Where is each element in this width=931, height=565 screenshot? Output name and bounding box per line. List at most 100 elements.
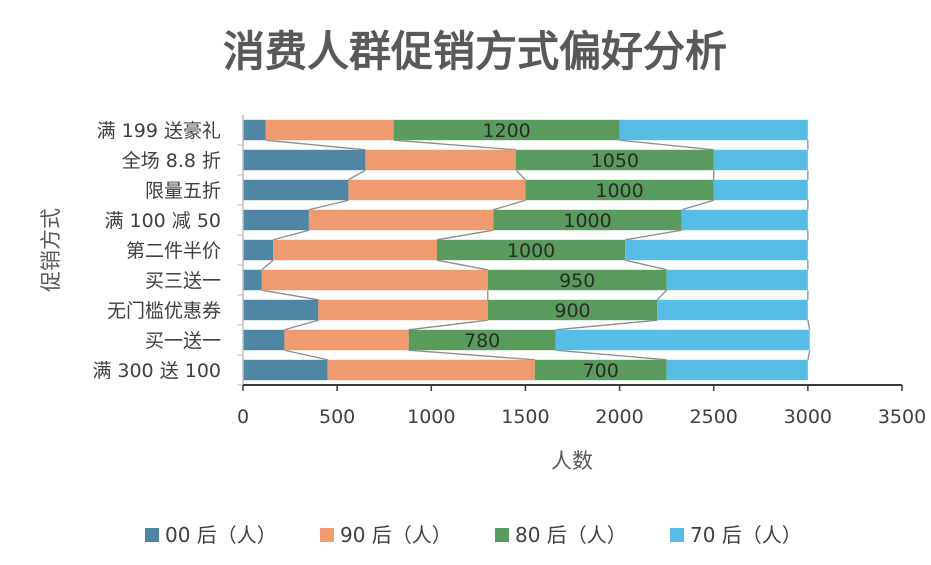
series-line-s2-c7 xyxy=(619,139,714,151)
legend-label-2: 80 后（人） xyxy=(515,523,627,547)
data-label-3: 950 xyxy=(559,270,595,292)
bar-segment-s1-c8 xyxy=(265,119,394,141)
series-line-s1-c0 xyxy=(408,349,535,361)
series-line-s0-c0 xyxy=(284,349,328,361)
bar-segment-s0-c3 xyxy=(243,269,262,291)
bar-segment-s2-c7 xyxy=(516,149,714,171)
bar-segment-s1-c3 xyxy=(261,269,488,291)
y-tick-label-2: 无门槛优惠券 xyxy=(107,300,221,322)
x-axis-title: 人数 xyxy=(551,449,593,473)
series-line-s1-c6 xyxy=(515,169,526,181)
data-label-6: 1000 xyxy=(595,180,643,202)
data-label-5: 1000 xyxy=(563,210,611,232)
x-tick-label-2: 1000 xyxy=(407,406,455,428)
legend-label-1: 90 后（人） xyxy=(340,523,452,547)
bar-segment-s2-c5 xyxy=(493,209,682,231)
legend-label-3: 70 后（人） xyxy=(690,523,802,547)
bar-segment-s0-c5 xyxy=(243,209,309,231)
series-line-s0-c5 xyxy=(308,199,349,211)
bar-segment-s1-c4 xyxy=(273,239,437,261)
bar-segment-s2-c4 xyxy=(436,239,626,261)
data-label-0: 700 xyxy=(583,360,619,382)
y-tick-label-4: 第二件半价 xyxy=(126,240,221,262)
series-line-s3-c0 xyxy=(807,350,811,360)
x-tick-label-6: 3000 xyxy=(784,406,832,428)
y-tick-label-8: 满 199 送豪礼 xyxy=(97,120,221,142)
series-lines xyxy=(261,139,811,361)
y-tick-label-0: 满 300 送 100 xyxy=(92,360,221,382)
series-line-s2-c1 xyxy=(555,319,658,331)
series-line-s2-c0 xyxy=(555,349,667,361)
bar-segment-s3-c4 xyxy=(625,239,808,261)
bar-segment-s1-c7 xyxy=(365,149,517,171)
data-label-8: 1200 xyxy=(482,120,530,142)
bar-segment-s0-c8 xyxy=(243,119,266,141)
y-axis-title: 促销方式 xyxy=(39,208,63,292)
bar-segment-s0-c1 xyxy=(243,329,285,351)
series-line-s1-c5 xyxy=(493,199,526,211)
bar-segment-s1-c0 xyxy=(327,359,535,381)
series-line-s2-c4 xyxy=(625,229,682,241)
legend-label-0: 00 后（人） xyxy=(165,523,277,547)
series-line-s2-c3 xyxy=(625,259,667,271)
chart-title: 消费人群促销方式偏好分析 xyxy=(223,27,727,76)
bar-segment-s3-c2 xyxy=(657,299,808,321)
legend-swatch-2 xyxy=(495,528,509,542)
bar-segment-s1-c1 xyxy=(284,329,409,351)
bar-segment-s0-c2 xyxy=(243,299,319,321)
series-line-s0-c3 xyxy=(261,259,274,271)
series-line-s1-c3 xyxy=(436,259,488,271)
bar-segment-s0-c6 xyxy=(243,179,349,201)
bar-segment-s0-c7 xyxy=(243,149,366,171)
series-line-s0-c2 xyxy=(261,289,319,301)
y-tick-label-5: 满 100 减 50 xyxy=(104,210,221,232)
bar-segment-s0-c4 xyxy=(243,239,274,261)
bar-segment-s2-c8 xyxy=(393,119,620,141)
series-line-s1-c1 xyxy=(408,319,488,331)
y-tick-label-1: 买一送一 xyxy=(145,330,221,352)
bar-segment-s3-c8 xyxy=(619,119,808,141)
series-line-s0-c1 xyxy=(284,319,319,331)
series-line-s2-c5 xyxy=(681,199,714,211)
x-tick-label-7: 3500 xyxy=(878,406,926,428)
legend: 00 后（人） 90 后（人） 80 后（人） 70 后（人） xyxy=(145,523,802,547)
bar-segment-s1-c6 xyxy=(348,179,526,201)
y-tick-label-6: 限量五折 xyxy=(145,180,221,202)
series-line-s2-c2 xyxy=(656,289,668,301)
bar-segment-s2-c0 xyxy=(534,359,667,381)
data-label-1: 780 xyxy=(464,330,500,352)
series-line-s1-c4 xyxy=(436,229,494,241)
bar-segment-s2-c3 xyxy=(487,269,667,291)
bar-segment-s3-c0 xyxy=(666,359,808,381)
series-line-s0-c7 xyxy=(265,139,366,151)
y-tick-label-7: 全场 8.8 折 xyxy=(122,150,221,172)
bar-segment-s1-c5 xyxy=(308,209,494,231)
data-label-4: 1000 xyxy=(507,240,555,262)
x-tick-label-1: 500 xyxy=(319,406,355,428)
bar-segment-s2-c2 xyxy=(487,299,658,321)
x-tick-label-4: 2000 xyxy=(595,406,643,428)
data-label-7: 1050 xyxy=(591,150,639,172)
series-line-s1-c7 xyxy=(393,139,517,151)
series-line-s0-c4 xyxy=(272,229,310,241)
bar-segment-s2-c1 xyxy=(408,329,556,351)
data-label-2: 900 xyxy=(554,300,590,322)
y-tick-labels: 满 300 送 100 买一送一 无门槛优惠券 买三送一 第二件半价 满 100 减 50… xyxy=(92,120,243,386)
x-tick-label-0: 0 xyxy=(237,406,249,428)
series-line-s0-c6 xyxy=(348,169,366,181)
bars-group xyxy=(243,119,810,381)
x-tick-label-3: 1500 xyxy=(501,406,549,428)
series-line-s3-c1 xyxy=(807,320,811,330)
bar-segment-s3-c6 xyxy=(713,179,808,201)
bar-segment-s3-c5 xyxy=(681,209,808,231)
bar-segment-s3-c1 xyxy=(555,329,810,351)
bar-segment-s0-c0 xyxy=(243,359,328,381)
bar-segment-s3-c7 xyxy=(713,149,808,171)
legend-swatch-1 xyxy=(320,528,334,542)
bar-segment-s2-c6 xyxy=(525,179,714,201)
x-tick-label-5: 2500 xyxy=(690,406,738,428)
bar-segment-s3-c3 xyxy=(666,269,808,291)
legend-swatch-0 xyxy=(145,528,159,542)
